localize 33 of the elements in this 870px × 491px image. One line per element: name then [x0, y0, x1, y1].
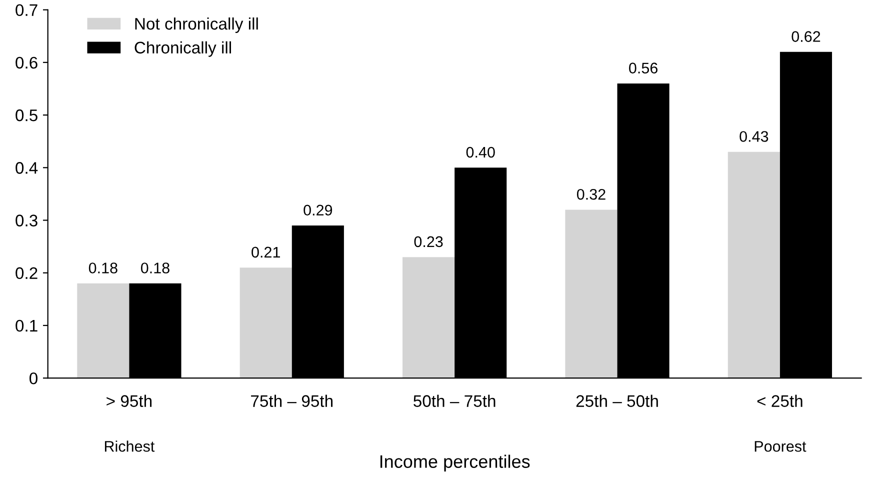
bar [728, 152, 780, 378]
data-label: 0.29 [304, 204, 332, 216]
y-tick-label: 0.6 [16, 56, 38, 69]
data-label: 0.18 [140, 262, 170, 274]
y-tick-label: 0.7 [16, 4, 38, 16]
x-axis-title: Income percentiles [380, 454, 530, 472]
data-label: 0.40 [466, 146, 495, 158]
data-label: 0.43 [740, 131, 768, 142]
data-label: 0.23 [414, 236, 443, 248]
data-label: 0.21 [252, 246, 280, 258]
bar [402, 257, 455, 378]
data-label: 0.18 [88, 262, 118, 274]
bar [77, 283, 130, 378]
y-tick-label: 0.5 [16, 109, 38, 122]
x-tick-label: < 25th [757, 394, 802, 407]
bar [565, 210, 618, 378]
data-label: 0.62 [792, 31, 820, 42]
text: Poorest [754, 441, 806, 452]
y-tick-label: 0 [30, 372, 38, 384]
y-tick-label: 0.1 [16, 320, 38, 332]
x-tick-label: > 95th [106, 394, 152, 407]
bar [240, 268, 292, 378]
text: Richest [104, 440, 155, 452]
data-label: 0.32 [576, 188, 606, 200]
legend-label: Not chronically ill [135, 17, 258, 33]
legend-label: Chronically ill [134, 41, 231, 57]
y-tick-label: 0.2 [16, 267, 38, 280]
y-tick-label: 0.4 [16, 162, 38, 174]
y-tick-label: 0.3 [16, 214, 38, 226]
x-tick-label: 75th – 95th [251, 394, 333, 407]
data-label: 0.56 [629, 62, 658, 74]
x-tick-label: 25th – 50th [576, 394, 658, 407]
x-tick-label: 50th – 75th [414, 394, 496, 407]
